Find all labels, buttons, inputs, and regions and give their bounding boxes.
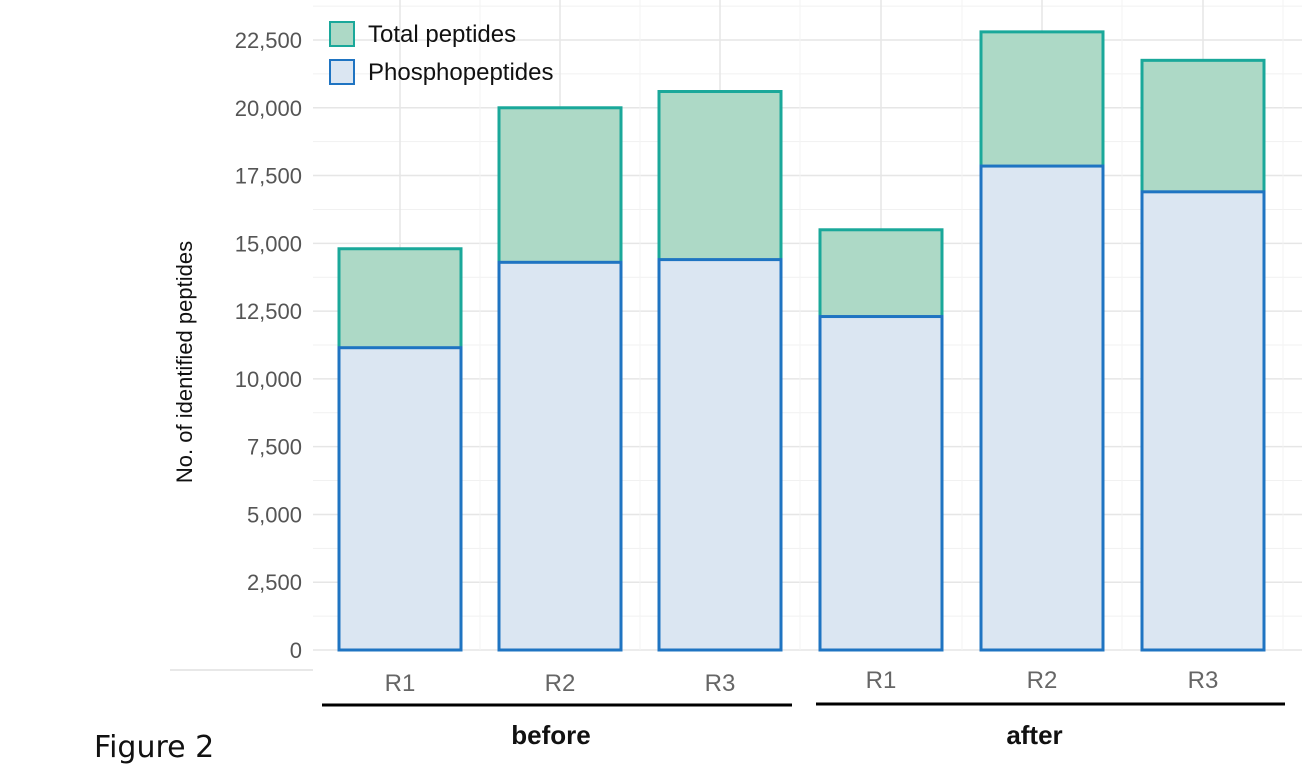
x-category-label: R3 [1188,667,1219,694]
group-label-before: before [511,720,590,750]
y-tick-label: 10,000 [235,367,302,392]
legend: Total peptides Phosphopeptides [329,21,553,86]
figure-caption: Figure 2 [94,730,215,765]
y-axis-title: No. of identified peptides [172,241,197,483]
bar-phosphopeptides [337,346,463,652]
group-labels: before after [322,702,1285,750]
y-tick-label: 12,500 [235,299,302,324]
y-tick-label: 0 [290,638,302,663]
legend-label-total-peptides: Total peptides [368,21,516,48]
x-category-label: R2 [545,670,576,697]
bars [337,30,1266,652]
legend-swatch-phosphopeptides [329,59,355,85]
y-tick-label: 22,500 [235,28,302,53]
x-category-label: R2 [1027,667,1058,694]
legend-swatch-total-peptides [329,21,355,47]
y-tick-labels: 0 2,500 5,000 7,500 10,000 12,500 15,000 17,500… [235,28,302,663]
y-tick-label: 20,000 [235,96,302,121]
y-tick-label: 7,500 [247,435,302,460]
legend-label-phosphopeptides: Phosphopeptides [368,59,553,86]
bar-phosphopeptides [497,260,623,652]
group-label-after: after [1006,720,1062,750]
y-tick-label: 5,000 [247,502,302,527]
x-category-labels: R1 R2 R3 R1 R2 R3 [385,667,1219,697]
bar-phosphopeptides [1140,190,1266,652]
bar-phosphopeptides [818,315,944,652]
y-tick-label: 15,000 [235,231,302,256]
x-category-label: R1 [866,667,897,694]
y-tick-label: 2,500 [247,570,302,595]
x-category-label: R1 [385,670,416,697]
x-category-label: R3 [705,670,736,697]
y-tick-label: 17,500 [235,164,302,189]
bar-phosphopeptides [657,258,783,652]
bar-phosphopeptides [979,164,1105,652]
